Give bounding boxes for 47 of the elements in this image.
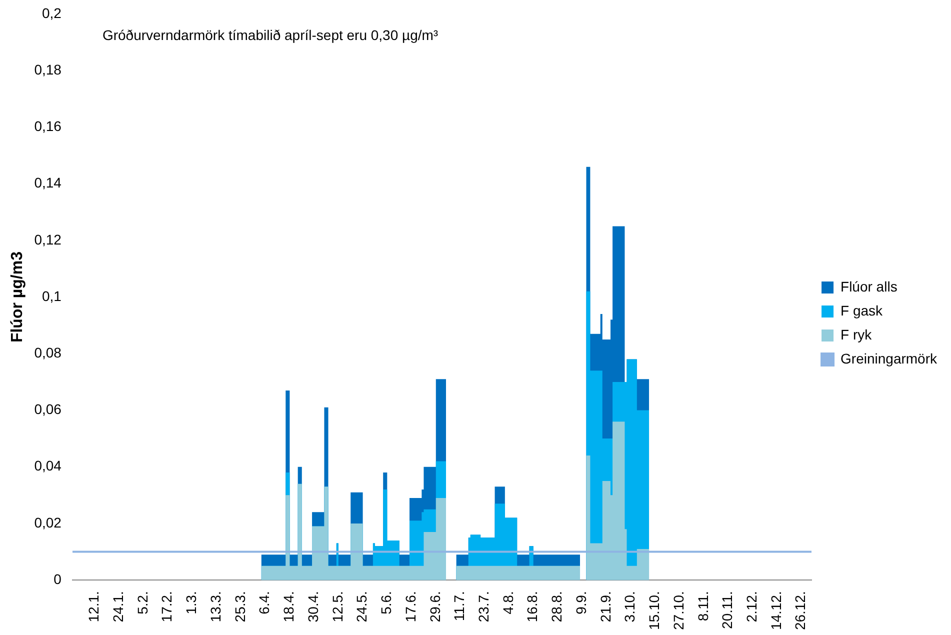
y-tick-label: 0,18 — [34, 61, 62, 78]
x-tick-label: 6.4. — [256, 591, 272, 614]
legend-label: Flúor alls — [840, 278, 898, 294]
legend-label: Greiningarmörk — [840, 350, 938, 366]
y-tick-label: 0,12 — [34, 231, 62, 248]
x-tick-label: 5.2. — [134, 591, 150, 614]
x-tick-label: 12.5. — [329, 591, 346, 622]
y-axis-title: Flúor µg/m3 — [9, 251, 26, 343]
x-tick-label: 26.12. — [792, 591, 808, 630]
x-tick-label: 21.9. — [597, 591, 614, 622]
x-tick-label: 30.4. — [304, 591, 321, 622]
y-tick-label: 0,14 — [34, 174, 62, 191]
x-tick-label: 13.3. — [207, 591, 224, 622]
x-tick-label: 23.7. — [475, 591, 492, 622]
x-tick-label: 17.6. — [402, 591, 418, 622]
legend-label: F ryk — [840, 326, 873, 342]
y-tick-label: 0,1 — [42, 288, 62, 304]
y-tick-label: 0,2 — [42, 4, 62, 21]
x-tick-label: 2.12. — [744, 591, 760, 622]
x-tick-label: 8.11. — [694, 591, 711, 622]
x-tick-label: 4.8. — [500, 591, 516, 614]
x-tick-label: 14.12. — [768, 591, 784, 630]
annotation: Gróðurverndarmörk tímabilið apríl-sept eru 0,30 µg/m³ — [102, 26, 438, 43]
x-tick-label: 24.1. — [110, 591, 126, 622]
y-tick-label: 0,04 — [34, 458, 62, 474]
x-tick-label: 1.3. — [183, 591, 200, 614]
x-tick-label: 11.7. — [451, 591, 468, 622]
x-tick-label: 18.4. — [280, 591, 297, 622]
x-tick-label: 9.9. — [572, 591, 589, 614]
x-tick-label: 16.8. — [524, 591, 540, 622]
x-tick-label: 24.5. — [354, 591, 370, 622]
y-tick-label: 0,06 — [34, 401, 62, 418]
x-tick-label: 12.1. — [86, 591, 102, 622]
x-tick-label: 25.3. — [232, 591, 248, 622]
x-tick-label: 15.10. — [646, 591, 662, 630]
y-tick-label: 0,02 — [34, 514, 62, 530]
x-tick-label: 5.6. — [378, 591, 394, 614]
x-tick-label: 27.10. — [670, 591, 686, 630]
y-tick-label: 0,08 — [34, 344, 62, 361]
x-tick-label: 3.10. — [622, 591, 638, 622]
y-tick-label: 0 — [54, 570, 62, 587]
x-tick-label: 28.8. — [548, 591, 565, 622]
x-tick-label: 20.11. — [719, 591, 736, 629]
x-tick-label: 29.6. — [426, 591, 443, 622]
y-tick-label: 0,16 — [34, 118, 62, 134]
x-tick-label: 17.2. — [158, 591, 175, 622]
legend-label: F gask — [840, 302, 884, 318]
